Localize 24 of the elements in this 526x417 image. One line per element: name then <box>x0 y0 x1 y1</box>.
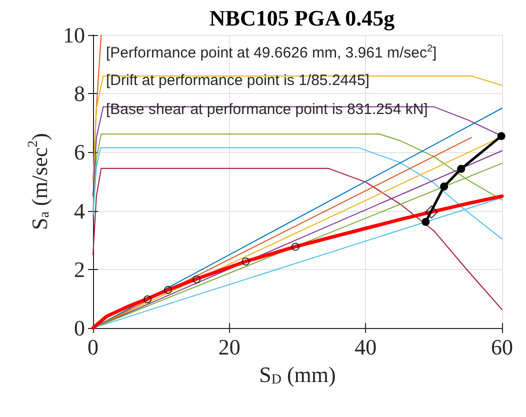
point <box>164 286 172 294</box>
x-tick-label: 20 <box>218 334 240 360</box>
point <box>497 132 506 140</box>
point <box>242 257 250 266</box>
annotation: [Drift at performance point is 1/85.2445] <box>106 72 370 89</box>
point <box>457 164 466 173</box>
point <box>422 218 430 226</box>
x-tick-label: 60 <box>491 334 513 360</box>
point <box>425 205 438 218</box>
chart-title: NBC105 PGA 0.45g <box>209 6 395 30</box>
y-tick-label: 10 <box>63 22 85 48</box>
y-tick-label: 2 <box>74 256 85 282</box>
y-tick-label: 8 <box>74 81 85 106</box>
y-tick-label: 4 <box>74 198 85 224</box>
point <box>144 295 152 304</box>
y-axis-title: Sa (m/sec2) <box>26 133 53 230</box>
point <box>440 182 448 190</box>
point <box>291 242 300 251</box>
x-tick-label: 40 <box>354 334 377 360</box>
x-axis-title: SD (mm) <box>259 362 336 388</box>
y-tick-label: 0 <box>74 316 85 340</box>
y-tick-label: 6 <box>74 140 85 165</box>
point <box>192 275 201 284</box>
line-series <box>92 76 502 182</box>
